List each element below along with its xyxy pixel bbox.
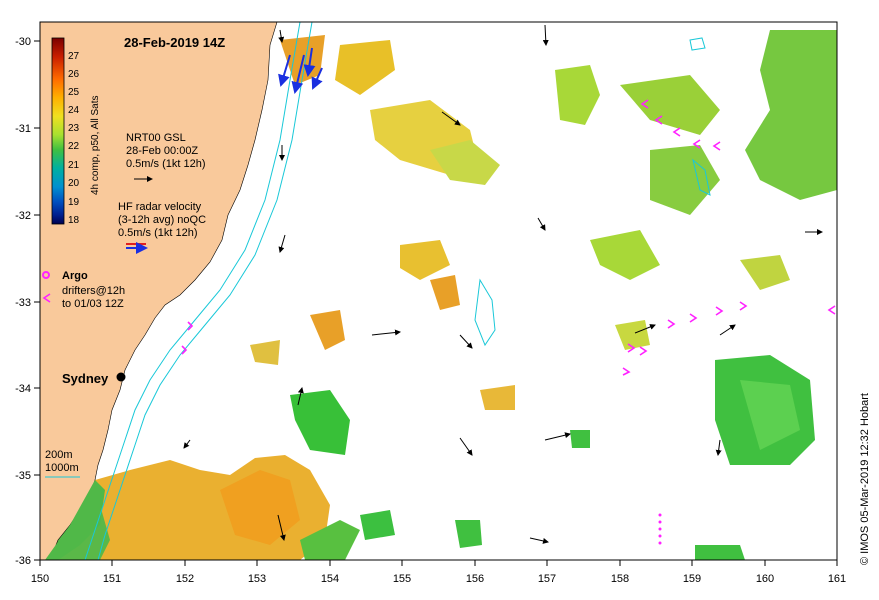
colorbar-tick: 20 <box>68 178 80 189</box>
x-tick-label: 161 <box>828 573 846 585</box>
map-title: 28-Feb-2019 14Z <box>124 35 225 50</box>
x-tick-label: 153 <box>248 573 266 585</box>
gsl-legend-line: NRT00 GSL <box>126 132 186 144</box>
sydney-marker <box>116 372 126 382</box>
gsl-legend-line: 0.5m/s (1kt 12h) <box>126 158 205 170</box>
colorbar-tick: 27 <box>68 51 80 62</box>
y-tick-label: -30 <box>15 36 31 48</box>
argo-legend-icon <box>42 271 50 279</box>
x-tick-label: 157 <box>538 573 556 585</box>
hf-radar-arrows <box>278 47 323 94</box>
colorbar-label: 4h comp, p50, All Sats <box>90 95 101 195</box>
isobath-200m <box>84 22 301 560</box>
y-tick-label: -36 <box>15 555 31 567</box>
hf-legend-line: 0.5m/s (1kt 12h) <box>118 227 197 239</box>
colorbar-tick: 26 <box>68 69 80 80</box>
colorbar-tick: 24 <box>68 105 80 116</box>
credit-text: © IMOS 05-Mar-2019 12:32 Hobart <box>859 393 871 565</box>
y-tick-label: -33 <box>15 297 31 309</box>
gsl-legend-line: 28-Feb 00:00Z <box>126 145 198 157</box>
x-tick-label: 159 <box>683 573 701 585</box>
x-tick-label: 152 <box>176 573 194 585</box>
argo-legend-label: Argo <box>62 270 88 282</box>
plot-frame <box>39 21 838 561</box>
hf-legend-line: HF radar velocity <box>118 201 202 213</box>
drifter-legend-line: to 01/03 12Z <box>62 298 124 310</box>
colorbar-tick: 18 <box>68 215 80 226</box>
colorbar <box>51 37 65 225</box>
y-tick-label: -34 <box>15 383 31 395</box>
x-tick-label: 160 <box>756 573 774 585</box>
x-tick-label: 150 <box>31 573 49 585</box>
argo-drift-dots <box>658 513 662 545</box>
x-tick-label: 158 <box>611 573 629 585</box>
y-tick-label: -32 <box>15 210 31 222</box>
drifter-legend-line: drifters@12h <box>62 285 125 297</box>
colorbar-tick: 23 <box>68 123 80 134</box>
drifter-legend-icon <box>42 293 51 303</box>
x-tick-label: 154 <box>321 573 339 585</box>
colorbar-tick: 21 <box>68 160 80 171</box>
x-tick-label: 156 <box>466 573 484 585</box>
drifter-markers <box>181 99 836 376</box>
gsl-velocity-arrows <box>183 24 823 544</box>
colorbar-tick: 19 <box>68 197 80 208</box>
sydney-label: Sydney <box>62 371 109 386</box>
y-tick-label: -31 <box>15 123 31 135</box>
isobath-1000m <box>97 22 313 560</box>
colorbar-tick: 22 <box>68 141 80 152</box>
isobath-1000-label: 1000m <box>45 462 79 474</box>
hf-legend-line: (3-12h avg) noQC <box>118 214 206 226</box>
tick-marks <box>34 40 838 566</box>
y-tick-label: -35 <box>15 470 31 482</box>
isobath-200-label: 200m <box>45 449 73 461</box>
colorbar-tick: 25 <box>68 87 80 98</box>
x-tick-label: 151 <box>103 573 121 585</box>
x-tick-label: 155 <box>393 573 411 585</box>
